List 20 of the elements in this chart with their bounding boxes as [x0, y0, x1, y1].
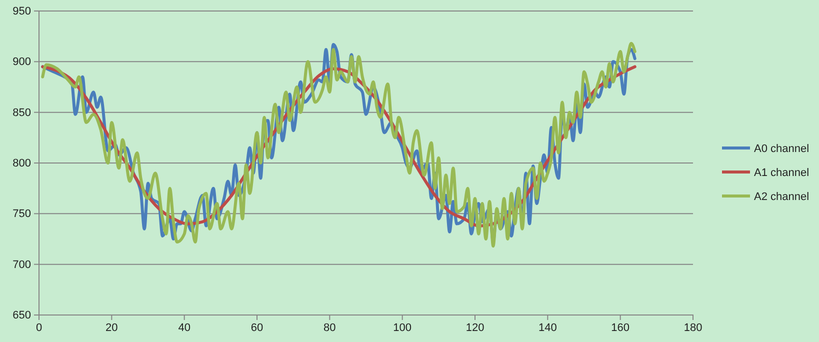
x-tick-label: 20	[106, 322, 118, 334]
legend-label: A2 channel	[754, 191, 810, 203]
y-tick-label: 700	[12, 258, 31, 271]
y-tick-label: 950	[12, 6, 31, 18]
x-tick-label: 120	[466, 322, 484, 334]
y-tick-label: 900	[12, 56, 31, 68]
y-tick-label: 750	[12, 208, 31, 220]
y-tick-label: 800	[12, 158, 31, 170]
x-tick-label: 0	[36, 322, 42, 334]
y-tick-label: 850	[12, 106, 31, 119]
x-tick-label: 140	[538, 322, 557, 334]
x-tick-label: 40	[178, 322, 190, 334]
x-tick-label: 180	[684, 322, 702, 334]
x-tick-label: 80	[324, 322, 336, 334]
y-tick-label: 650	[12, 310, 31, 322]
x-tick-label: 160	[611, 322, 630, 334]
x-tick-label: 100	[393, 322, 412, 334]
x-tick-label: 60	[250, 322, 264, 334]
legend-label: A0 channel	[754, 143, 810, 155]
legend-label: A1 channel	[754, 167, 810, 179]
